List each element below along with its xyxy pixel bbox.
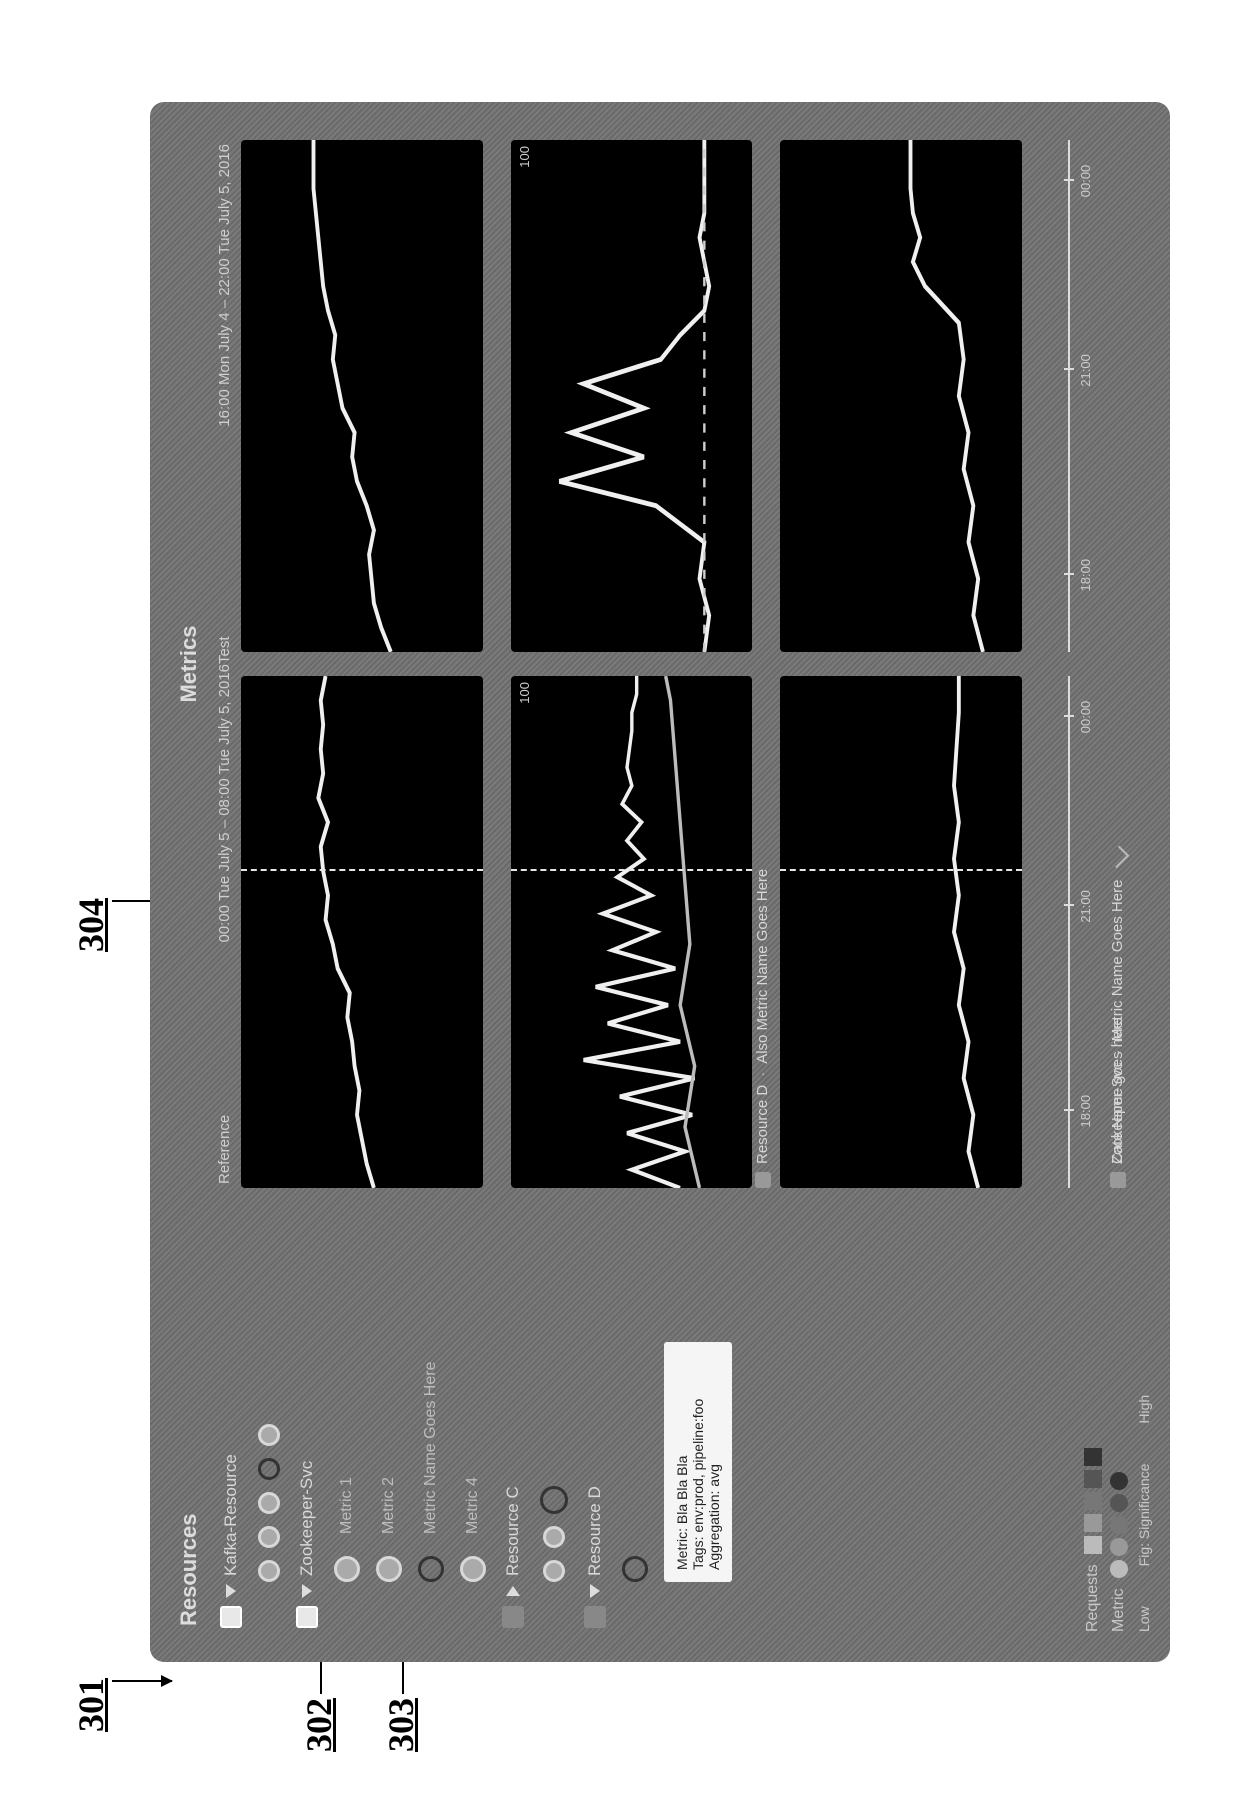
metric-dots-kafka [258, 1220, 280, 1582]
chart-value: 100 [517, 146, 532, 168]
metric-dots-c [540, 1220, 568, 1582]
metric-tooltip: Metric: Bla Bla Bla Tags: env:prod, pipe… [664, 1342, 732, 1582]
metric-dot [376, 1556, 402, 1582]
chart-grid: 100 100 [241, 134, 1100, 1194]
metric-row[interactable]: Metric Name Goes Here [418, 1220, 444, 1582]
metric-dot [460, 1556, 486, 1582]
legend-caption: Fig: Significance [1136, 1463, 1152, 1566]
metric-dot[interactable] [258, 1424, 280, 1446]
swatch-icon [296, 1606, 318, 1628]
group-label: Kafka-Resource [221, 1454, 241, 1576]
callout-302: 302 [298, 1698, 340, 1752]
chart-value: 100 [517, 682, 532, 704]
metric-dot-selected[interactable] [258, 1458, 280, 1480]
metric-dot-selected [622, 1556, 648, 1582]
legend-high: High [1136, 1394, 1152, 1423]
swatch-icon [1110, 1172, 1126, 1188]
chart-test-1[interactable] [241, 140, 483, 652]
chevron-right-icon [506, 1586, 520, 1596]
metric-row[interactable]: Metric 1 [334, 1220, 360, 1582]
swatch-icon [584, 1606, 606, 1628]
chart-ref-3[interactable] [780, 676, 1022, 1188]
callout-301: 301 [70, 1678, 112, 1732]
rotated-scene: 301 302 303 304 Resources Kafka-Resource [30, 32, 1210, 1772]
scan-line [241, 868, 483, 870]
resource-group-c[interactable]: Resource C [502, 1220, 524, 1628]
metric-row[interactable]: Metric 2 [376, 1220, 402, 1582]
metric-dot-selected[interactable] [540, 1486, 568, 1514]
tooltip-tags: Tags: env:prod, pipeline:foo [690, 1354, 706, 1570]
timeline-right[interactable]: 18:00 21:00 00:00 [1050, 140, 1100, 652]
resources-panel: Resources Kafka-Resource [176, 1214, 1100, 1634]
metric-dot [334, 1556, 360, 1582]
arrow-301 [112, 1680, 172, 1682]
swatch-icon [220, 1606, 242, 1628]
group-label: Resource C [503, 1486, 523, 1576]
swatch-icon [502, 1606, 524, 1628]
metric-dot[interactable] [543, 1560, 565, 1582]
row-label-3: Resource D · Also Metric Name Goes Here [754, 868, 771, 1187]
tooltip-agg: Aggregation: avg [706, 1354, 722, 1570]
metric-dot[interactable] [258, 1560, 280, 1582]
scan-line [511, 868, 753, 870]
metric-dot[interactable] [258, 1492, 280, 1514]
reference-label: Reference [216, 1114, 233, 1183]
chart-ref-1[interactable] [241, 676, 483, 1188]
callout-304: 304 [70, 898, 112, 952]
chart-ref-2[interactable]: 100 [511, 676, 753, 1188]
caret-down-icon[interactable] [1106, 845, 1129, 868]
timeline-left[interactable]: 18:00 21:00 00:00 [1050, 676, 1100, 1188]
swatch-icon [755, 1172, 771, 1188]
resource-group-d[interactable]: Resource D [584, 1220, 606, 1628]
metric-dot[interactable] [543, 1526, 565, 1548]
metric-dot[interactable] [258, 1526, 280, 1548]
chevron-down-icon [590, 1584, 600, 1598]
date-row: Reference 00:00 Tue July 5 – 08:00 Tue J… [216, 134, 241, 1194]
callout-303: 303 [380, 1698, 422, 1752]
legend-requests-label: Requests [1084, 1564, 1102, 1632]
metrics-title: Metrics [176, 134, 202, 1194]
test-label: Test [216, 636, 233, 664]
chevron-down-icon [226, 1584, 236, 1598]
legend-metric-label: Metric [1110, 1588, 1128, 1632]
significance-legend: Requests Metric Low Fig: Significance Hi… [1084, 1394, 1152, 1631]
row-caption-2: Cate Name goes here [1109, 1017, 1126, 1188]
metric-dot-selected [418, 1556, 444, 1582]
chart-test-3[interactable] [780, 140, 1022, 652]
group-label: Zookeeper-Svc [297, 1460, 317, 1575]
legend-low: Low [1136, 1606, 1152, 1632]
group-label: Resource D [585, 1486, 605, 1576]
metric-row[interactable] [622, 1220, 648, 1582]
test-range: 16:00 Mon July 4 – 22:00 Tue July 5, 201… [216, 144, 233, 427]
chevron-down-icon [302, 1584, 312, 1598]
resource-group-kafka[interactable]: Kafka-Resource [220, 1220, 242, 1628]
metric-row[interactable]: Metric 4 [460, 1220, 486, 1582]
reference-range: 00:00 Tue July 5 – 08:00 Tue July 5, 201… [216, 664, 233, 943]
scan-line [780, 868, 1022, 870]
resources-body: Kafka-Resource Zookeeper-Svc [216, 1214, 1100, 1634]
resource-group-zookeeper[interactable]: Zookeeper-Svc [296, 1220, 318, 1628]
resources-title: Resources [176, 1214, 202, 1626]
tooltip-metric: Metric: Bla Bla Bla [674, 1354, 690, 1570]
chart-test-2[interactable]: 100 [511, 140, 753, 652]
app-container: Resources Kafka-Resource [150, 102, 1170, 1662]
metrics-panel: Metrics Reference 00:00 Tue July 5 – 08:… [176, 134, 1100, 1194]
